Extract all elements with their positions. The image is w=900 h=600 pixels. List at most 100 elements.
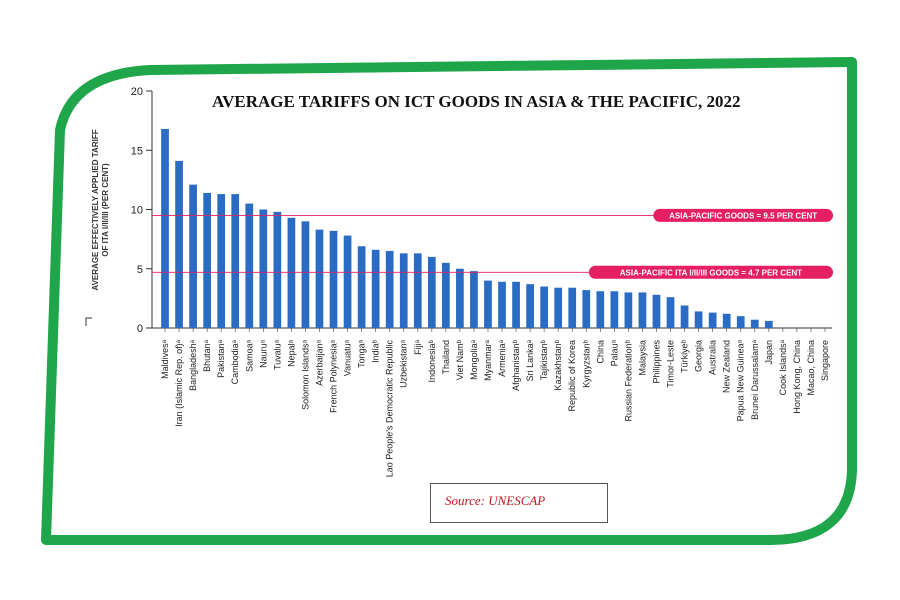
bar — [596, 291, 605, 328]
reference-label-pill — [653, 208, 833, 222]
bar — [456, 268, 464, 328]
x-tick-label: Macao, China — [806, 340, 816, 396]
y-tick-label: 15 — [131, 145, 143, 157]
bar — [498, 281, 506, 328]
x-tick-label: French Polynesiaᵃ — [329, 339, 339, 413]
bar — [161, 128, 169, 328]
bar — [582, 290, 591, 328]
bar — [764, 320, 773, 328]
x-tick-label: Timor-Leste — [666, 340, 676, 388]
x-tick-label: Japan — [764, 340, 774, 365]
x-tick-label: Afghanistanᵇ — [511, 339, 521, 391]
bar — [203, 192, 212, 328]
bar — [722, 313, 731, 328]
bar — [343, 235, 352, 328]
x-tick-label: Bhutanᵃ — [202, 339, 212, 372]
x-tick-label: Indonesiaᵇ — [427, 339, 437, 382]
bar — [273, 211, 282, 328]
bar — [666, 297, 675, 328]
bar — [736, 316, 745, 328]
bar — [329, 230, 338, 328]
x-tick-label: New Zealand — [722, 340, 732, 393]
bar — [357, 246, 366, 328]
x-tick-label: Cambodiaᵃ — [230, 339, 240, 384]
bar — [427, 256, 436, 328]
x-tick-label: Fijiᵃ — [413, 339, 423, 354]
source-box: Source: UNESCAP — [430, 483, 608, 523]
bar — [652, 294, 661, 328]
y-tick-label: 0 — [137, 323, 143, 335]
x-tick-label: Pakistanᵃ — [216, 339, 226, 378]
y-tick-label: 5 — [137, 264, 143, 276]
bar — [231, 194, 240, 328]
bar — [245, 203, 254, 328]
bar — [694, 311, 703, 328]
bar — [484, 280, 492, 328]
bar — [385, 250, 394, 328]
x-tick-label: Nauruᵃ — [258, 339, 268, 368]
y-tick-label: 20 — [131, 86, 143, 98]
reference-label: ASIA-PACIFIC GOODS = 9.5 PER CENT — [669, 211, 817, 220]
bar — [470, 271, 478, 328]
bar — [708, 312, 717, 328]
bar — [371, 249, 380, 328]
x-tick-label: Uzbekistanᵃ — [399, 339, 409, 388]
x-tick-label: Georgia — [694, 340, 704, 372]
x-tick-label: Viet Namᵇ — [455, 339, 465, 380]
x-tick-label: Vanuatuᵃ — [343, 339, 353, 376]
x-tick-label: Armeniaᵃ — [497, 339, 507, 377]
x-tick-label: Malaysia — [637, 340, 647, 376]
x-tick-label: Papua New Guineaᵃ — [736, 339, 746, 421]
bar — [399, 253, 408, 328]
bar — [526, 284, 534, 328]
bar — [315, 229, 324, 328]
x-tick-label: Iran (Islamic Rep. of)ᵃ — [174, 339, 184, 427]
x-tick-label: Hong Kong, China — [792, 340, 802, 414]
bar — [413, 253, 422, 328]
x-tick-label: Bangladeshᵃ — [188, 339, 198, 391]
x-tick-label: Cook Islandsᵃ — [778, 339, 788, 395]
x-tick-label: Sri Lankaᵃ — [525, 339, 535, 381]
bar — [568, 287, 577, 328]
x-tick-label: Australia — [708, 340, 718, 375]
x-tick-label: Nepalᵃ — [286, 339, 296, 367]
x-tick-label: Kyrgyzstanᵇ — [581, 339, 591, 388]
bar — [189, 184, 197, 328]
bar — [680, 305, 689, 328]
bar — [540, 286, 549, 328]
bar — [287, 217, 296, 328]
reference-label: ASIA-PACIFIC ITA I/II/III GOODS = 4.7 PE… — [620, 268, 802, 277]
bar — [259, 209, 268, 328]
x-tick-label: Singapore — [820, 340, 830, 381]
x-tick-label: Solomon Islandsᵃ — [300, 339, 310, 410]
bar — [638, 292, 647, 328]
x-tick-label: Samoaᵃ — [244, 339, 254, 372]
x-tick-label: Lao People's Democratic Republic — [385, 340, 395, 478]
bar — [610, 291, 619, 328]
bar — [217, 194, 226, 328]
x-tick-label: Maldivesᵃ — [160, 339, 170, 379]
y-tick-label: 10 — [131, 205, 143, 217]
bar — [175, 160, 183, 328]
chart-title: AVERAGE TARIFFS ON ICT GOODS IN ASIA & T… — [212, 92, 741, 111]
x-tick-label: Republic of Korea — [567, 340, 577, 412]
y-axis-title: AVERAGE EFFECTIVELY APPLIED TARIFFOF ITA… — [91, 129, 110, 290]
source-label: Source: UNESCAP — [445, 493, 546, 508]
x-tick-label: China — [595, 340, 605, 364]
x-tick-label: Indiaᵇ — [371, 339, 381, 363]
x-tick-label: Myanmarᵃ — [483, 339, 493, 381]
reference-label-pill — [588, 265, 833, 279]
bar — [624, 292, 633, 328]
bar — [512, 281, 520, 328]
x-tick-label: Brunei Darussalamᵃ — [750, 339, 760, 420]
x-tick-label: Tuvaluᵃ — [272, 339, 282, 370]
bar — [554, 287, 563, 328]
bar — [441, 262, 450, 328]
x-tick-label: Tajikistanᵇ — [539, 339, 549, 380]
x-tick-label: Türkiyeᵇ — [680, 339, 690, 373]
axis-marker-icon — [85, 317, 92, 326]
x-tick-label: Palauᵃ — [609, 339, 619, 366]
bar — [301, 221, 310, 328]
x-tick-label: Thailand — [441, 340, 451, 375]
